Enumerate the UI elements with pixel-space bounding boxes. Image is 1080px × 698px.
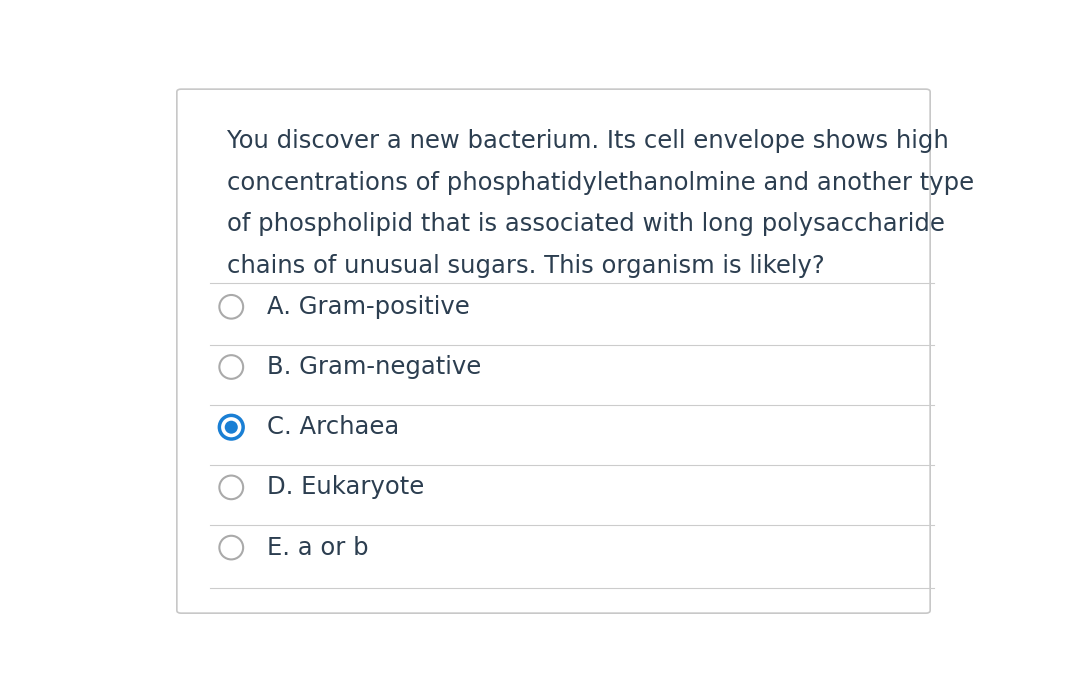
- Text: D. Eukaryote: D. Eukaryote: [267, 475, 424, 499]
- Text: B. Gram-negative: B. Gram-negative: [267, 355, 482, 379]
- FancyBboxPatch shape: [177, 89, 930, 613]
- Ellipse shape: [219, 415, 243, 439]
- Text: of phospholipid that is associated with long polysaccharide: of phospholipid that is associated with …: [227, 212, 945, 236]
- Ellipse shape: [219, 295, 243, 318]
- Ellipse shape: [219, 355, 243, 379]
- Text: C. Archaea: C. Archaea: [267, 415, 400, 439]
- Ellipse shape: [219, 475, 243, 499]
- Text: chains of unusual sugars. This organism is likely?: chains of unusual sugars. This organism …: [227, 253, 825, 278]
- Text: E. a or b: E. a or b: [267, 535, 369, 560]
- Ellipse shape: [225, 421, 238, 433]
- Text: You discover a new bacterium. Its cell envelope shows high: You discover a new bacterium. Its cell e…: [227, 129, 949, 154]
- Text: concentrations of phosphatidylethanolmine and another type: concentrations of phosphatidylethanolmin…: [227, 171, 974, 195]
- Ellipse shape: [219, 536, 243, 559]
- Text: A. Gram-positive: A. Gram-positive: [267, 295, 470, 319]
